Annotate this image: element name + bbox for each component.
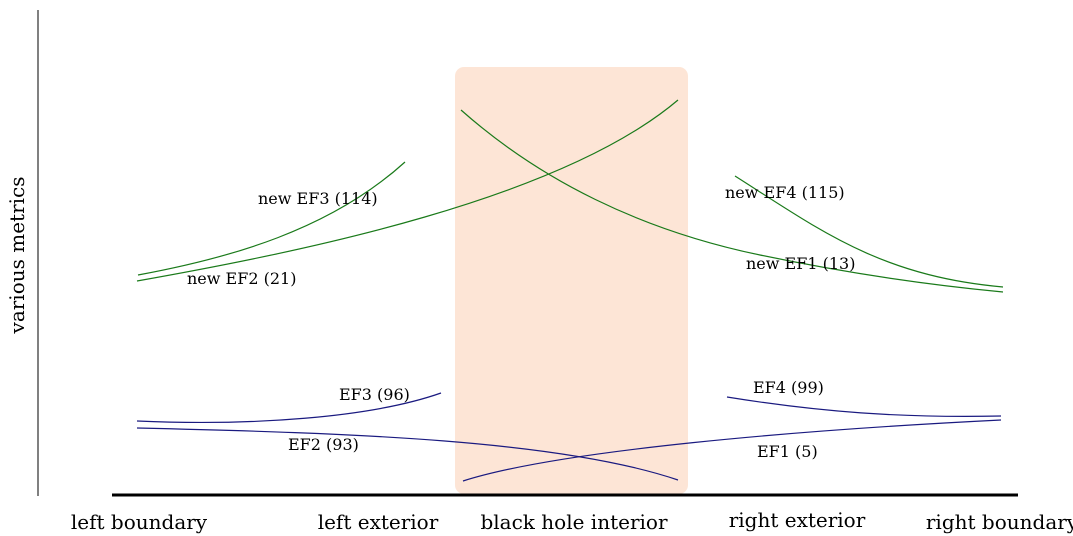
curve-ef3 — [136, 392, 442, 423]
curve-ef1 — [462, 419, 1002, 482]
region-right-exterior: right exterior — [729, 508, 866, 532]
interior-region — [455, 67, 688, 494]
y-axis-label: various metrics — [5, 177, 29, 335]
region-black-hole-interior: black hole interior — [480, 510, 667, 534]
label-ef1: EF1 (5) — [757, 442, 818, 461]
label-ef2: EF2 (93) — [288, 435, 359, 454]
label-new-ef4: new EF4 (115) — [725, 183, 845, 202]
curve-new-ef3 — [137, 161, 406, 276]
label-new-ef1: new EF1 (13) — [746, 254, 855, 273]
curve-new-ef4 — [734, 175, 1004, 288]
curve-ef2 — [136, 427, 679, 481]
curve-new-ef2 — [136, 99, 679, 282]
curve-new-ef1 — [460, 109, 1004, 293]
curve-ef4 — [726, 396, 1002, 417]
region-right-boundary: right boundary — [926, 510, 1073, 534]
label-ef3: EF3 (96) — [339, 385, 410, 404]
region-left-boundary: left boundary — [71, 510, 208, 534]
label-new-ef2: new EF2 (21) — [187, 269, 296, 288]
region-left-exterior: left exterior — [318, 510, 439, 534]
label-new-ef3: new EF3 (114) — [258, 189, 378, 208]
label-ef4: EF4 (99) — [753, 378, 824, 397]
